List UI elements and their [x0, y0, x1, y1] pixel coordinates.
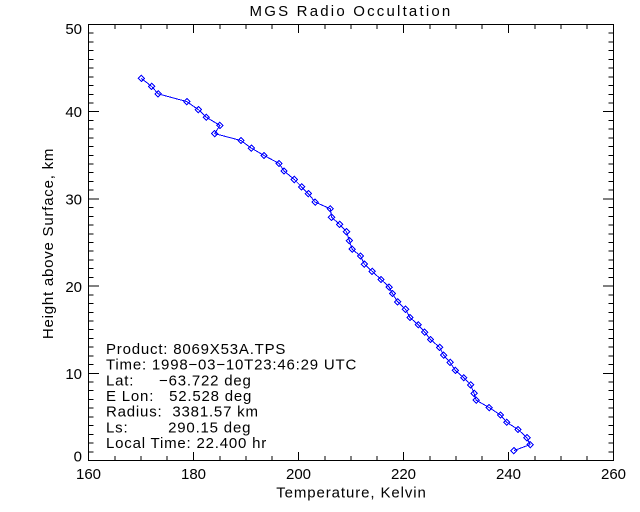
svg-text:30: 30 — [65, 192, 82, 209]
svg-text:Radius: 3381.57 km: Radius: 3381.57 km — [106, 404, 259, 421]
svg-text:0: 0 — [74, 448, 82, 465]
svg-text:Ls: 290.15 deg: Ls: 290.15 deg — [106, 419, 251, 436]
svg-text:Temperature, Kelvin: Temperature, Kelvin — [276, 485, 427, 502]
svg-text:200: 200 — [286, 466, 311, 483]
svg-text:Time: 1998−03−10T23:46:29 UTC: Time: 1998−03−10T23:46:29 UTC — [106, 357, 357, 374]
svg-text:180: 180 — [181, 466, 206, 483]
svg-text:240: 240 — [496, 466, 521, 483]
svg-text:50: 50 — [65, 21, 82, 38]
svg-text:10: 10 — [65, 366, 82, 383]
svg-text:20: 20 — [65, 279, 82, 296]
svg-text:Product: 8069X53A.TPS: Product: 8069X53A.TPS — [106, 341, 286, 358]
svg-text:40: 40 — [65, 104, 82, 121]
svg-text:E Lon: 52.528 deg: E Lon: 52.528 deg — [106, 388, 252, 405]
svg-text:260: 260 — [601, 466, 626, 483]
svg-text:220: 220 — [391, 466, 416, 483]
svg-text:160: 160 — [76, 466, 101, 483]
svg-text:MGS Radio Occultation: MGS Radio Occultation — [250, 3, 453, 20]
svg-text:Lat: −63.722 deg: Lat: −63.722 deg — [106, 372, 252, 389]
svg-text:Local Time: 22.400 hr: Local Time: 22.400 hr — [106, 435, 267, 452]
svg-text:Height above Surface, km: Height above Surface, km — [40, 148, 57, 339]
